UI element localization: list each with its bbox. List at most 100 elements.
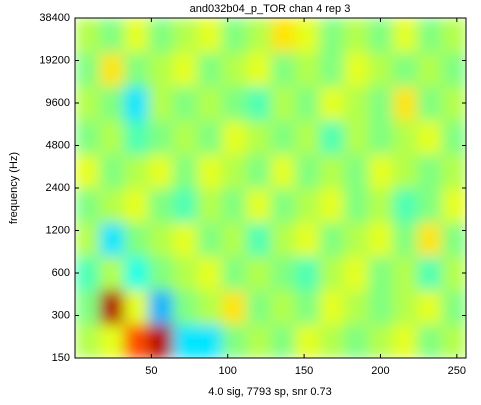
heatmap-cell [319, 86, 345, 121]
heatmap-cell [246, 222, 271, 257]
heatmap-cell [172, 290, 198, 325]
heatmap-cell [221, 222, 247, 257]
heatmap-cell [343, 290, 369, 325]
heatmap-cell [221, 324, 247, 358]
heatmap-cell [368, 52, 394, 87]
heatmap-cell [221, 18, 247, 53]
heatmap-cell [368, 256, 394, 291]
heatmap-cell [148, 52, 174, 87]
heatmap-cell [270, 188, 296, 223]
heatmap-cell [148, 188, 174, 223]
y-axis-label: frequency (Hz) [8, 152, 20, 224]
heatmap-cell [99, 18, 125, 53]
heatmap-cell [75, 222, 100, 257]
heatmap-cell [270, 86, 296, 121]
heatmap-cell [392, 188, 418, 223]
heatmap-cell [123, 324, 149, 358]
heatmap [75, 18, 466, 358]
heatmap-cell [441, 290, 466, 325]
heatmap-cell [99, 256, 125, 291]
heatmap-cell [294, 86, 320, 121]
heatmap-cell [99, 52, 125, 87]
heatmap-cell [221, 52, 247, 87]
heatmap-cell [368, 86, 394, 121]
heatmap-cell [197, 188, 223, 223]
heatmap-cell [123, 256, 149, 291]
heatmap-cell [392, 120, 418, 155]
heatmap-cell [75, 18, 100, 53]
heatmap-cell [368, 324, 394, 358]
heatmap-cell [75, 120, 100, 155]
heatmap-cell [417, 256, 443, 291]
heatmap-cell [343, 18, 369, 53]
heatmap-cell [270, 256, 296, 291]
heatmap-cell [417, 324, 443, 358]
heatmap-cell [221, 256, 247, 291]
heatmap-cell [246, 324, 271, 358]
heatmap-cell [99, 120, 125, 155]
heatmap-cell [392, 18, 418, 53]
heatmap-cells [75, 18, 466, 358]
heatmap-cell [246, 256, 271, 291]
y-tick-label: 300 [52, 309, 70, 321]
y-tick-label: 38400 [39, 12, 70, 24]
heatmap-cell [392, 86, 418, 121]
heatmap-cell [246, 52, 271, 87]
heatmap-cell [319, 52, 345, 87]
heatmap-cell [246, 188, 271, 223]
heatmap-cell [197, 18, 223, 53]
heatmap-cell [148, 290, 174, 325]
y-tick-label: 150 [52, 352, 70, 364]
heatmap-cell [392, 290, 418, 325]
heatmap-cell [197, 52, 223, 87]
heatmap-cell [99, 154, 125, 189]
heatmap-cell [343, 222, 369, 257]
heatmap-cell [75, 86, 100, 121]
heatmap-cell [294, 188, 320, 223]
heatmap-cell [221, 290, 247, 325]
heatmap-cell [270, 18, 296, 53]
heatmap-cell [343, 188, 369, 223]
heatmap-cell [148, 120, 174, 155]
heatmap-cell [75, 290, 100, 325]
y-tick-label: 19200 [39, 54, 70, 66]
x-tick-label: 150 [295, 365, 313, 377]
heatmap-cell [246, 86, 271, 121]
heatmap-cell [172, 188, 198, 223]
heatmap-cell [441, 222, 466, 257]
heatmap-cell [417, 18, 443, 53]
heatmap-cell [75, 154, 100, 189]
heatmap-cell [148, 18, 174, 53]
heatmap-cell [368, 222, 394, 257]
heatmap-cell [246, 154, 271, 189]
heatmap-cell [148, 86, 174, 121]
heatmap-cell [270, 324, 296, 358]
heatmap-cell [441, 154, 466, 189]
heatmap-cell [148, 256, 174, 291]
heatmap-cell [197, 222, 223, 257]
heatmap-cell [441, 120, 466, 155]
x-axis-label: 4.0 sig, 7793 sp, snr 0.73 [208, 386, 332, 398]
heatmap-cell [172, 222, 198, 257]
heatmap-cell [368, 290, 394, 325]
heatmap-cell [441, 324, 466, 358]
x-tick-label: 100 [219, 365, 237, 377]
heatmap-cell [246, 18, 271, 53]
heatmap-cell [319, 324, 345, 358]
heatmap-cell [294, 256, 320, 291]
heatmap-cell [270, 154, 296, 189]
y-tick-label: 4800 [46, 139, 70, 151]
heatmap-cell [294, 120, 320, 155]
heatmap-cell [294, 222, 320, 257]
heatmap-cell [221, 120, 247, 155]
heatmap-cell [392, 222, 418, 257]
heatmap-cell [441, 18, 466, 53]
heatmap-cell [99, 222, 125, 257]
heatmap-cell [99, 86, 125, 121]
heatmap-cell [368, 188, 394, 223]
heatmap-cell [294, 324, 320, 358]
y-tick-label: 1200 [46, 224, 70, 236]
x-tick-label: 200 [371, 365, 389, 377]
heatmap-cell [294, 154, 320, 189]
